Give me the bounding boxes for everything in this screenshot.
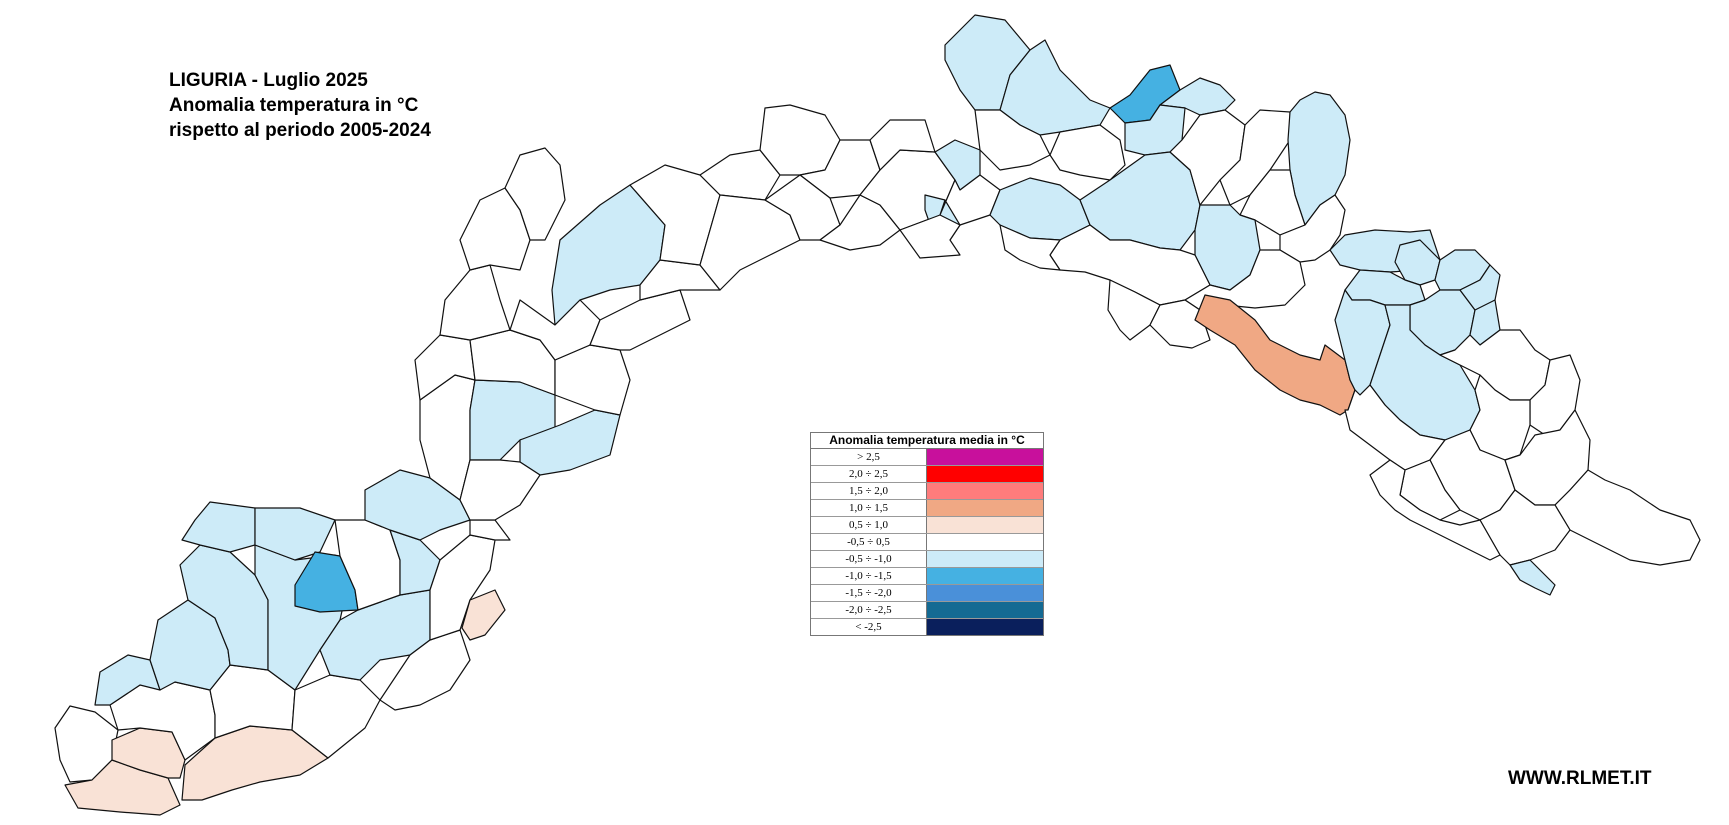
- legend-class-label: -1,5 ÷ -2,0: [811, 585, 927, 601]
- municipality: [254, 507, 336, 561]
- legend-title: Anomalia temperatura media in °C: [811, 433, 1043, 449]
- municipality: [1344, 384, 1446, 471]
- legend: Anomalia temperatura media in °C > 2,5 2,…: [810, 432, 1044, 636]
- title-line-2: Anomalia temperatura in °C: [169, 95, 419, 116]
- legend-color-swatch: [927, 466, 1043, 482]
- legend-color-swatch: [927, 568, 1043, 584]
- legend-class-label: 1,5 ÷ 2,0: [811, 483, 927, 499]
- legend-row: -0,5 ÷ 0,5: [811, 534, 1043, 551]
- municipality: [1049, 124, 1126, 181]
- legend-row: -0,5 ÷ -1,0: [811, 551, 1043, 568]
- municipality: [999, 224, 1061, 271]
- legend-color-swatch: [927, 449, 1043, 465]
- title-line-3: rispetto al periodo 2005-2024: [169, 120, 431, 141]
- municipality: [504, 147, 566, 241]
- municipality: [181, 501, 256, 553]
- legend-class-label: -1,0 ÷ -1,5: [811, 568, 927, 584]
- legend-row: < -2,5: [811, 619, 1043, 635]
- legend-row: 1,0 ÷ 1,5: [811, 500, 1043, 517]
- municipality: [1554, 469, 1701, 566]
- legend-color-swatch: [927, 534, 1043, 550]
- legend-row: 0,5 ÷ 1,0: [811, 517, 1043, 534]
- map-title: LIGURIA - Luglio 2025 Anomalia temperatu…: [169, 68, 431, 143]
- legend-class-label: -0,5 ÷ 0,5: [811, 534, 927, 550]
- municipality: [1149, 299, 1211, 349]
- legend-color-swatch: [927, 585, 1043, 601]
- municipality: [1369, 459, 1501, 561]
- legend-class-label: > 2,5: [811, 449, 927, 465]
- municipality: [439, 264, 511, 341]
- legend-color-swatch: [927, 551, 1043, 567]
- legend-color-swatch: [927, 602, 1043, 618]
- municipality: [899, 214, 961, 259]
- municipality: [1107, 279, 1161, 341]
- municipality: [1194, 294, 1356, 416]
- title-line-1: LIGURIA - Luglio 2025: [169, 70, 368, 91]
- legend-class-label: 1,0 ÷ 1,5: [811, 500, 927, 516]
- municipality: [1479, 489, 1571, 566]
- legend-row: -2,0 ÷ -2,5: [811, 602, 1043, 619]
- legend-row: > 2,5: [811, 449, 1043, 466]
- legend-class-label: -0,5 ÷ -1,0: [811, 551, 927, 567]
- legend-color-swatch: [927, 483, 1043, 499]
- municipality: [459, 459, 541, 521]
- legend-class-label: < -2,5: [811, 619, 927, 635]
- website-label: WWW.RLMET.IT: [1508, 768, 1652, 789]
- legend-class-label: -2,0 ÷ -2,5: [811, 602, 927, 618]
- municipality: [461, 589, 506, 641]
- legend-row: -1,0 ÷ -1,5: [811, 568, 1043, 585]
- legend-row: -1,5 ÷ -2,0: [811, 585, 1043, 602]
- legend-row: 2,0 ÷ 2,5: [811, 466, 1043, 483]
- municipality: [364, 469, 471, 541]
- legend-class-label: 0,5 ÷ 1,0: [811, 517, 927, 533]
- legend-rows: > 2,5 2,0 ÷ 2,5 1,5 ÷ 2,0 1,0 ÷ 1,5 0,5 ÷ 1,…: [811, 449, 1043, 635]
- municipality: [379, 629, 471, 711]
- municipality: [1509, 559, 1556, 596]
- legend-color-swatch: [927, 619, 1043, 635]
- legend-class-label: 2,0 ÷ 2,5: [811, 466, 927, 482]
- municipality: [974, 109, 1051, 171]
- legend-row: 1,5 ÷ 2,0: [811, 483, 1043, 500]
- legend-color-swatch: [927, 517, 1043, 533]
- legend-color-swatch: [927, 500, 1043, 516]
